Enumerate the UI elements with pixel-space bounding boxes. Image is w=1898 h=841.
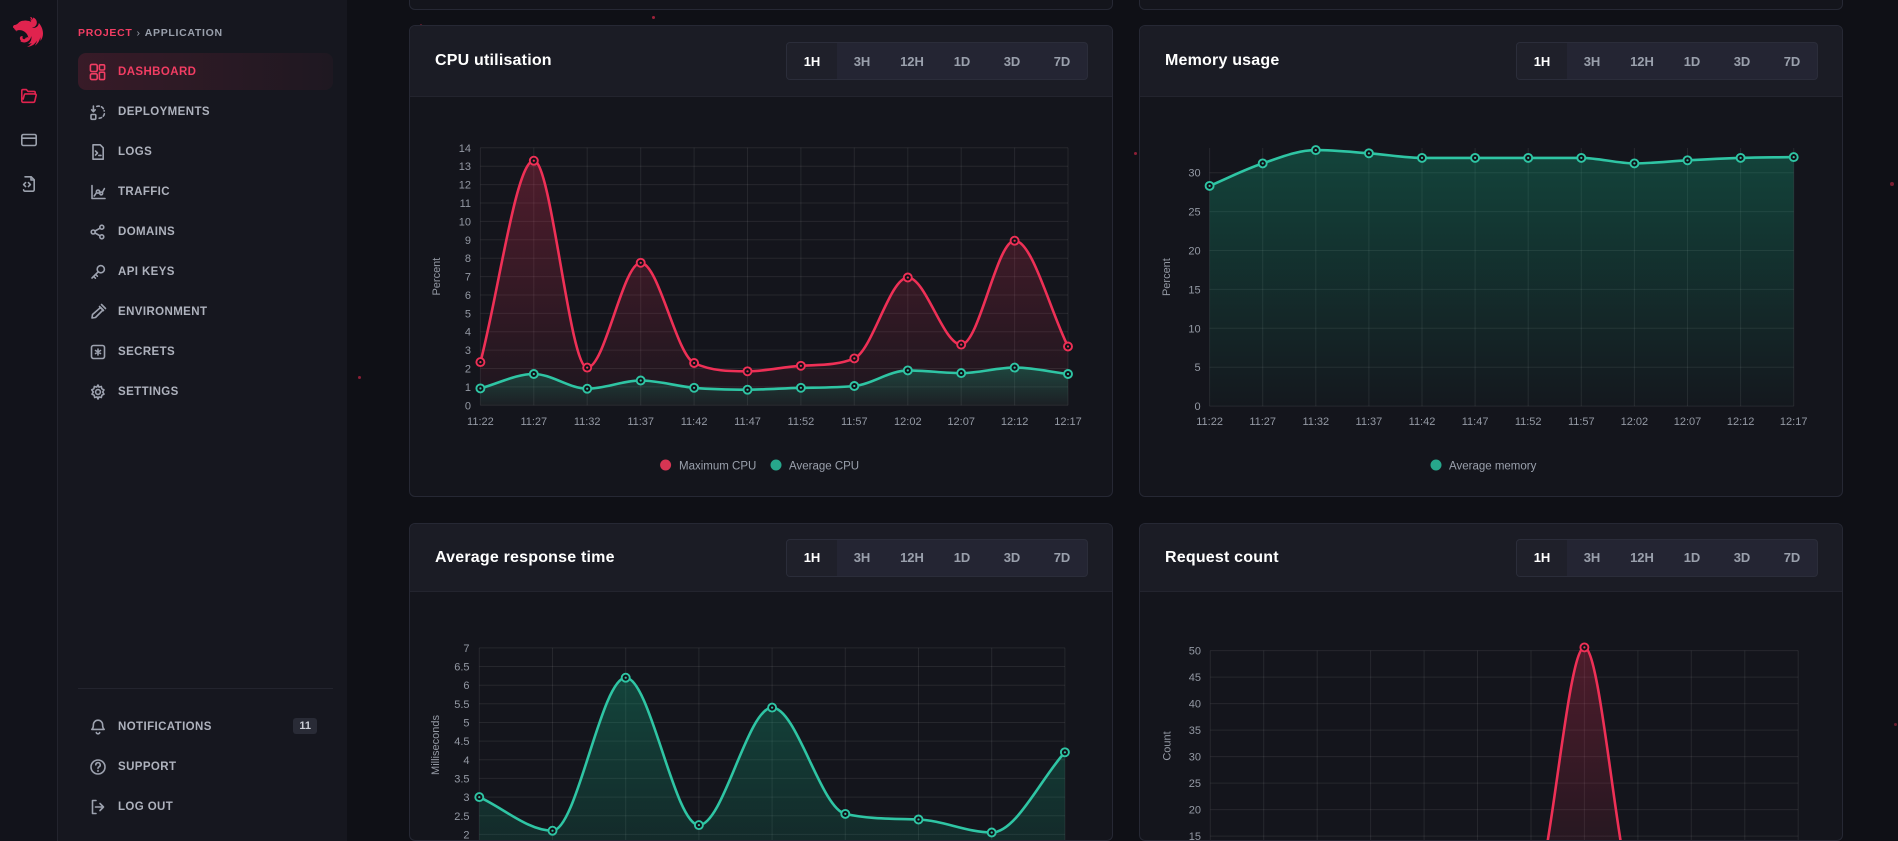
svg-text:7: 7: [463, 643, 469, 655]
svg-text:14: 14: [459, 143, 471, 155]
svg-text:12:17: 12:17: [1054, 416, 1082, 428]
svg-text:15: 15: [1189, 831, 1201, 841]
svg-text:6: 6: [463, 680, 469, 692]
svg-text:6.5: 6.5: [454, 662, 469, 674]
svg-text:11:42: 11:42: [681, 416, 708, 428]
svg-text:11:47: 11:47: [734, 416, 761, 428]
svg-text:4: 4: [463, 755, 469, 767]
svg-text:11:32: 11:32: [1302, 416, 1329, 428]
svg-text:Count: Count: [1161, 731, 1173, 760]
svg-text:30: 30: [1189, 752, 1201, 764]
svg-text:7: 7: [465, 272, 471, 284]
svg-text:Percent: Percent: [431, 258, 443, 296]
svg-text:3: 3: [463, 792, 469, 804]
svg-text:Average CPU: Average CPU: [789, 461, 859, 473]
svg-text:12:02: 12:02: [894, 416, 922, 428]
svg-text:20: 20: [1189, 805, 1201, 817]
svg-text:11:22: 11:22: [467, 416, 494, 428]
svg-text:10: 10: [1188, 323, 1200, 335]
svg-text:12:12: 12:12: [1727, 416, 1755, 428]
svg-text:11:57: 11:57: [841, 416, 868, 428]
svg-text:11: 11: [460, 198, 471, 210]
svg-text:Maximum CPU: Maximum CPU: [679, 461, 756, 473]
svg-text:2: 2: [465, 364, 471, 376]
svg-text:11:47: 11:47: [1462, 416, 1489, 428]
svg-text:12:07: 12:07: [947, 416, 975, 428]
svg-text:15: 15: [1188, 284, 1200, 296]
svg-text:3: 3: [465, 345, 471, 357]
svg-text:11:27: 11:27: [1249, 416, 1276, 428]
svg-text:12:02: 12:02: [1621, 416, 1649, 428]
svg-text:8: 8: [465, 253, 471, 265]
svg-text:25: 25: [1189, 778, 1201, 790]
svg-text:11:42: 11:42: [1409, 416, 1436, 428]
svg-text:3.5: 3.5: [454, 773, 469, 785]
svg-text:5.5: 5.5: [454, 699, 469, 711]
svg-text:5: 5: [465, 308, 471, 320]
svg-text:0: 0: [465, 400, 471, 412]
svg-text:2.5: 2.5: [454, 811, 469, 823]
svg-text:11:52: 11:52: [788, 416, 815, 428]
svg-text:Average memory: Average memory: [1449, 461, 1537, 473]
svg-text:6: 6: [465, 290, 471, 302]
svg-text:12: 12: [459, 180, 471, 192]
svg-text:5: 5: [1194, 362, 1200, 374]
svg-text:30: 30: [1188, 168, 1200, 180]
svg-text:20: 20: [1188, 246, 1200, 258]
svg-text:11:52: 11:52: [1515, 416, 1542, 428]
svg-text:25: 25: [1188, 207, 1200, 219]
svg-text:12:07: 12:07: [1674, 416, 1702, 428]
svg-text:11:32: 11:32: [574, 416, 601, 428]
svg-text:2: 2: [463, 829, 469, 841]
svg-text:11:57: 11:57: [1568, 416, 1595, 428]
svg-text:4: 4: [465, 327, 471, 339]
svg-text:11:37: 11:37: [627, 416, 654, 428]
svg-text:Milliseconds: Milliseconds: [430, 715, 442, 775]
svg-text:0: 0: [1194, 401, 1200, 413]
svg-text:4.5: 4.5: [454, 736, 469, 748]
svg-text:12:17: 12:17: [1780, 416, 1808, 428]
svg-text:11:27: 11:27: [520, 416, 547, 428]
svg-text:11:22: 11:22: [1196, 416, 1223, 428]
svg-text:5: 5: [463, 718, 469, 730]
svg-text:12:12: 12:12: [1001, 416, 1029, 428]
svg-text:10: 10: [459, 216, 471, 228]
svg-text:1: 1: [465, 382, 471, 394]
svg-text:9: 9: [465, 235, 471, 247]
svg-text:45: 45: [1189, 672, 1201, 684]
svg-text:35: 35: [1189, 725, 1201, 737]
svg-text:13: 13: [459, 161, 471, 173]
svg-text:40: 40: [1189, 699, 1201, 711]
svg-text:50: 50: [1189, 646, 1201, 658]
svg-text:11:37: 11:37: [1356, 416, 1383, 428]
svg-text:Percent: Percent: [1161, 258, 1173, 296]
